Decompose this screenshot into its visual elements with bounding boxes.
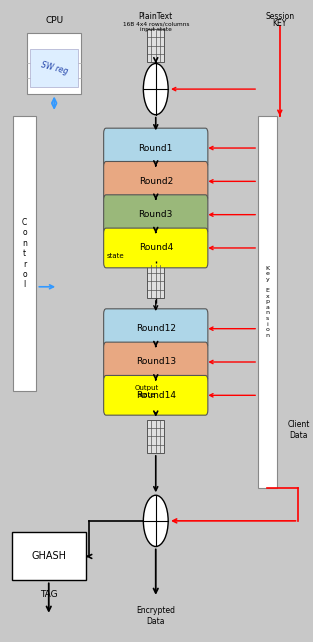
Text: state: state — [138, 392, 155, 398]
FancyBboxPatch shape — [104, 162, 208, 201]
FancyBboxPatch shape — [104, 228, 208, 268]
Text: K
e
y
 
E
x
p
a
n
s
i
o
n: K e y E x p a n s i o n — [265, 266, 269, 338]
Text: CPU: CPU — [45, 16, 63, 25]
Text: Session: Session — [265, 12, 294, 21]
Text: Encrypted
Data: Encrypted Data — [136, 606, 175, 626]
Bar — [147, 29, 164, 62]
Bar — [147, 265, 164, 298]
Text: 16B 4x4 rows/columns: 16B 4x4 rows/columns — [122, 21, 189, 26]
Text: Round12: Round12 — [136, 324, 176, 333]
Text: GHASH: GHASH — [31, 551, 66, 561]
Text: Round13: Round13 — [136, 358, 176, 367]
Text: TAG: TAG — [40, 590, 58, 599]
FancyBboxPatch shape — [104, 376, 208, 415]
FancyBboxPatch shape — [104, 309, 208, 349]
Bar — [258, 116, 277, 487]
Text: Client
Data: Client Data — [287, 420, 310, 440]
Text: KEY: KEY — [273, 19, 287, 28]
Bar — [13, 116, 36, 392]
Text: Round4: Round4 — [139, 243, 173, 252]
Text: Round14: Round14 — [136, 391, 176, 400]
Text: input state: input state — [140, 27, 172, 32]
FancyBboxPatch shape — [104, 128, 208, 168]
Text: Round1: Round1 — [139, 144, 173, 153]
Text: PlainText: PlainText — [139, 12, 173, 21]
Text: Round3: Round3 — [139, 210, 173, 219]
Text: Round2: Round2 — [139, 177, 173, 186]
Text: Output: Output — [134, 385, 159, 392]
Text: SW reg: SW reg — [40, 60, 69, 76]
Bar — [27, 33, 81, 94]
Bar — [30, 49, 78, 87]
Text: state: state — [107, 253, 124, 259]
FancyBboxPatch shape — [104, 195, 208, 234]
Text: C
o
n
t
r
o
l: C o n t r o l — [22, 218, 27, 290]
Circle shape — [143, 64, 168, 115]
Bar — [12, 532, 86, 580]
FancyBboxPatch shape — [104, 342, 208, 382]
Bar — [147, 420, 164, 453]
Circle shape — [143, 495, 168, 546]
